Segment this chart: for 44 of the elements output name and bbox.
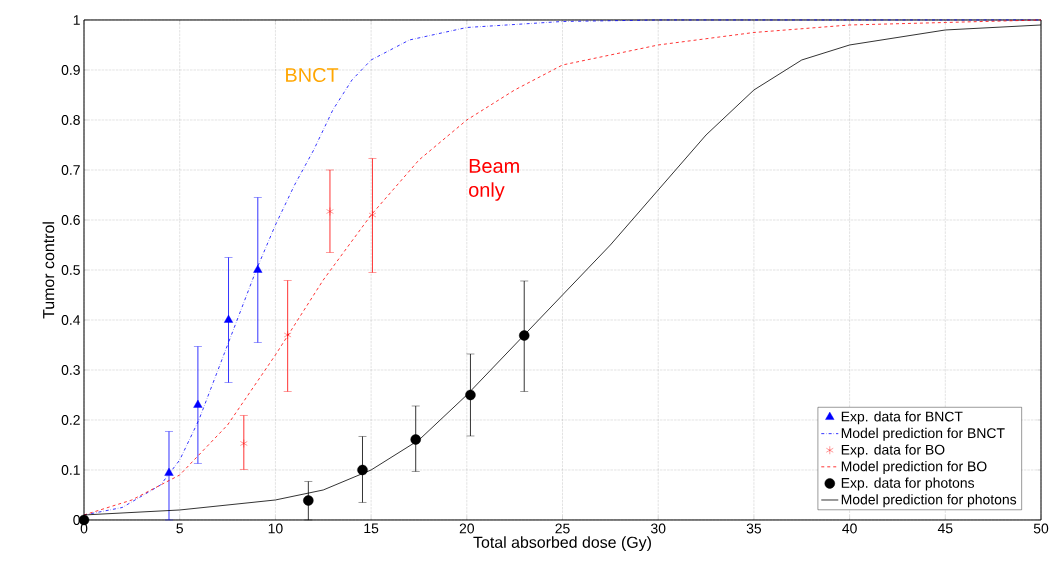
legend-label: Model prediction for BO [841,461,987,475]
x-tick-label: 25 [555,523,570,534]
y-tick-label: 0.4 [61,315,81,325]
point [193,399,203,408]
annotation: Beam only [469,159,519,201]
legend-label: Exp. data for BO [841,444,945,458]
y-tick-label: 0.3 [61,365,80,375]
annotation: BNCT [286,67,339,83]
y-tick-label: 0.8 [61,115,80,125]
y-tick-label: 0.1 [61,465,80,475]
point [240,439,248,448]
point [253,264,263,273]
legend-label: Model prediction for BNCT [841,427,1005,441]
point [410,434,421,445]
point [368,210,377,220]
point [465,389,476,401]
point [164,467,174,476]
legend-label: Exp. data for photons [841,477,975,491]
x-tick-label: 45 [937,523,953,534]
x-tick-label: 35 [746,523,762,534]
x-tick-label: 30 [650,523,666,534]
y-tick-label: 0.6 [61,215,80,225]
x-tick-label: 50 [1033,523,1049,534]
point [326,207,334,216]
y-tick-label: 0 [73,515,80,525]
y-tick-label: 0.9 [61,65,80,75]
legend-label: Model prediction for photons [841,494,1017,508]
x-tick-label: 15 [364,523,379,534]
x-tick-label: 20 [459,523,475,534]
y-axis-title: Tumor control [42,222,55,319]
y-tick-label: 0.5 [61,265,80,275]
y-tick-label: 1 [73,15,80,25]
x-tick-label: 5 [176,523,183,534]
point [519,330,530,341]
x-tick-label: 40 [842,523,857,534]
point [223,314,234,323]
y-tick-label: 0.2 [61,415,80,425]
y-tick-label: 0.7 [61,165,80,175]
point [357,464,368,476]
point [303,495,314,506]
x-tick-label: 10 [268,523,283,534]
point [283,330,292,340]
legend-label: Exp. data for BNCT [841,411,963,425]
x-axis-title: Total absorbed dose (Gy) [473,536,651,552]
